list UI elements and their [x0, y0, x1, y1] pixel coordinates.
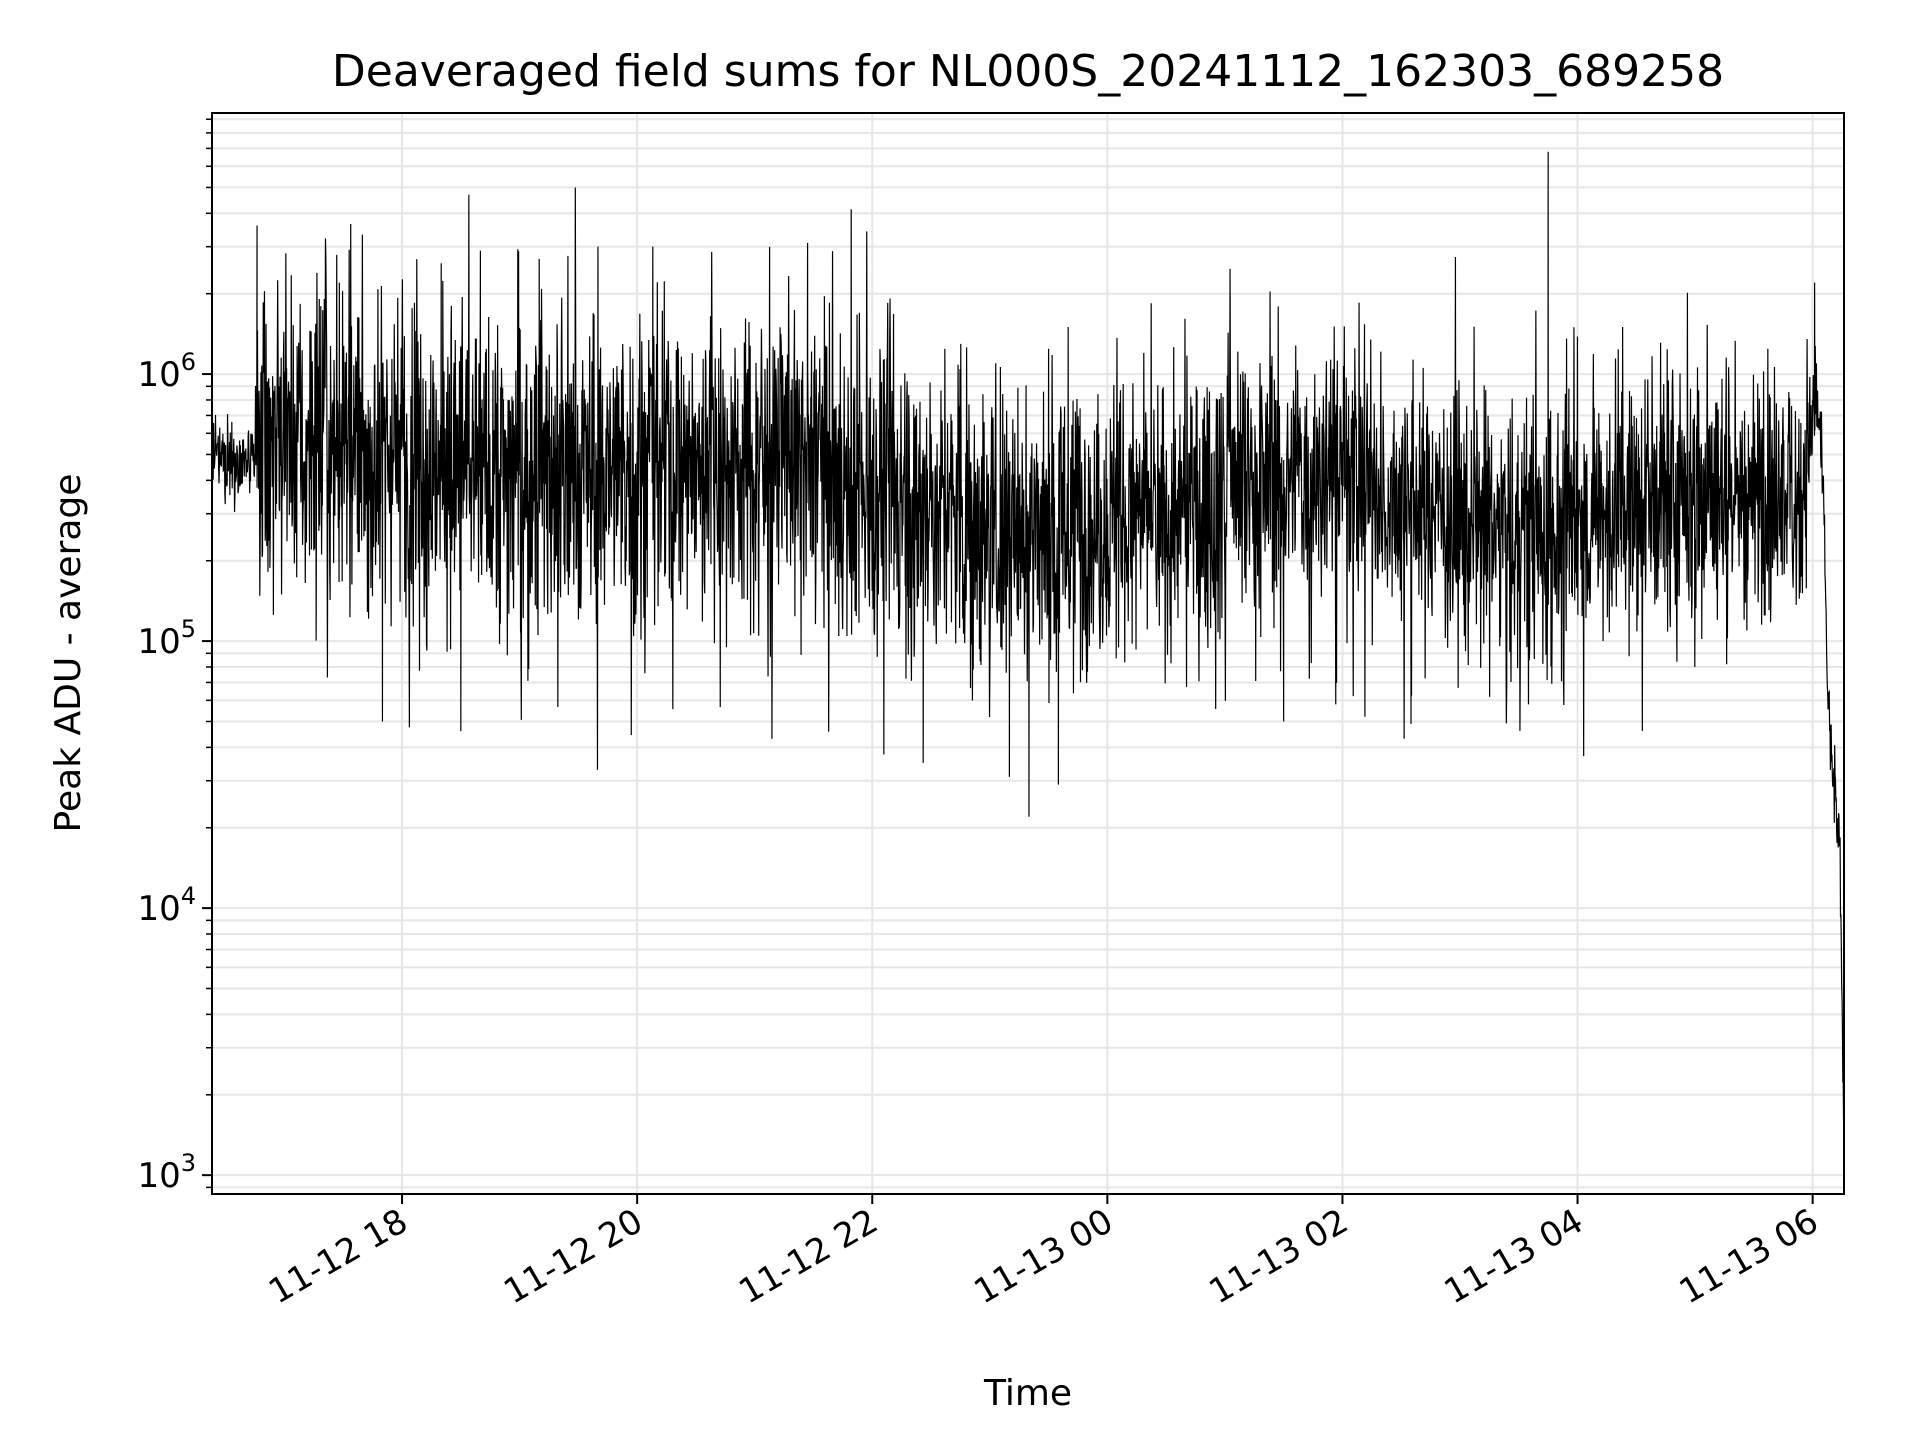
y-axis-label: Peak ADU - average [48, 474, 89, 833]
series-line [211, 151, 1845, 1159]
grid [212, 113, 1844, 1194]
plot-series [211, 151, 1845, 1159]
y-tick-label: 103 [137, 1149, 196, 1196]
y-tick-label: 104 [137, 882, 196, 929]
x-axis-label: Time [983, 1373, 1072, 1414]
chart-title: Deaveraged field sums for NL000S_2024111… [332, 46, 1724, 97]
y-tick-label: 105 [137, 615, 196, 662]
y-tick-label: 106 [137, 348, 196, 395]
